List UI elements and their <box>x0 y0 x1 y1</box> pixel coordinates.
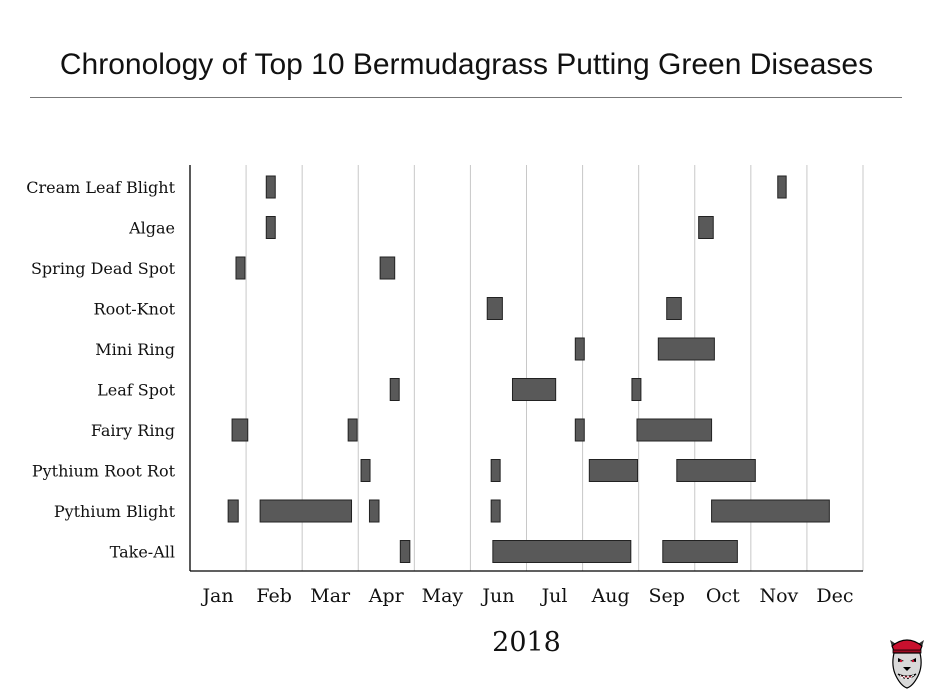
month-tick-label: Jul <box>540 585 568 607</box>
chart-title: Chronology of Top 10 Bermudagrass Puttin… <box>59 48 874 81</box>
month-tick-label: Jun <box>480 585 514 607</box>
disease-period-bar <box>657 337 715 361</box>
month-tick-label: Feb <box>256 585 292 607</box>
disease-period-bar <box>490 459 501 482</box>
disease-period-bar <box>711 499 830 523</box>
month-tick-label: Aug <box>591 585 630 607</box>
disease-period-bar <box>676 459 756 482</box>
disease-period-bar <box>259 499 353 523</box>
disease-period-bar <box>235 256 246 280</box>
disease-period-bar <box>486 297 503 320</box>
disease-period-bar <box>666 297 682 320</box>
disease-period-bar <box>227 499 239 523</box>
x-axis-label: 2018 <box>492 627 561 658</box>
disease-period-bar <box>492 540 632 563</box>
month-tick-label: Apr <box>368 585 405 607</box>
disease-period-bar <box>574 337 585 361</box>
disease-period-bar <box>511 378 557 401</box>
disease-period-bar <box>698 216 714 239</box>
disease-period-bar <box>231 418 249 442</box>
disease-period-bar <box>490 499 501 523</box>
month-tick-label: Mar <box>310 585 351 607</box>
category-label: Pythium Blight <box>54 502 176 521</box>
month-tick-label: Dec <box>816 585 853 607</box>
category-label: Root-Knot <box>94 300 176 319</box>
disease-period-bar <box>265 175 276 199</box>
disease-period-bar <box>574 418 585 442</box>
disease-period-bar <box>777 175 787 199</box>
disease-period-bar <box>265 216 276 239</box>
disease-period-bar <box>636 418 713 442</box>
disease-period-bar <box>399 540 411 563</box>
disease-period-bar <box>631 378 642 401</box>
month-tick-label: May <box>422 585 464 607</box>
category-label: Take-All <box>110 543 175 562</box>
disease-period-bar <box>360 459 371 482</box>
category-label: Cream Leaf Blight <box>26 178 175 197</box>
disease-period-bar <box>379 256 396 280</box>
month-tick-label: Sep <box>648 585 684 607</box>
category-label: Pythium Root Rot <box>32 462 176 481</box>
month-tick-label: Nov <box>759 585 798 607</box>
month-tick-label: Oct <box>706 585 740 607</box>
month-tick-label: Jan <box>200 585 233 607</box>
disease-period-bar <box>347 418 358 442</box>
disease-period-bar <box>588 459 639 482</box>
category-label: Leaf Spot <box>97 381 175 400</box>
disease-period-bar <box>389 378 400 401</box>
title-divider <box>30 97 902 98</box>
disease-period-bar <box>662 540 738 563</box>
category-label: Mini Ring <box>95 340 175 359</box>
category-label: Fairy Ring <box>91 421 175 440</box>
disease-period-bar <box>368 499 380 523</box>
wolf-mascot-logo <box>890 639 924 689</box>
category-label: Algae <box>128 219 175 238</box>
category-label: Spring Dead Spot <box>31 259 176 278</box>
